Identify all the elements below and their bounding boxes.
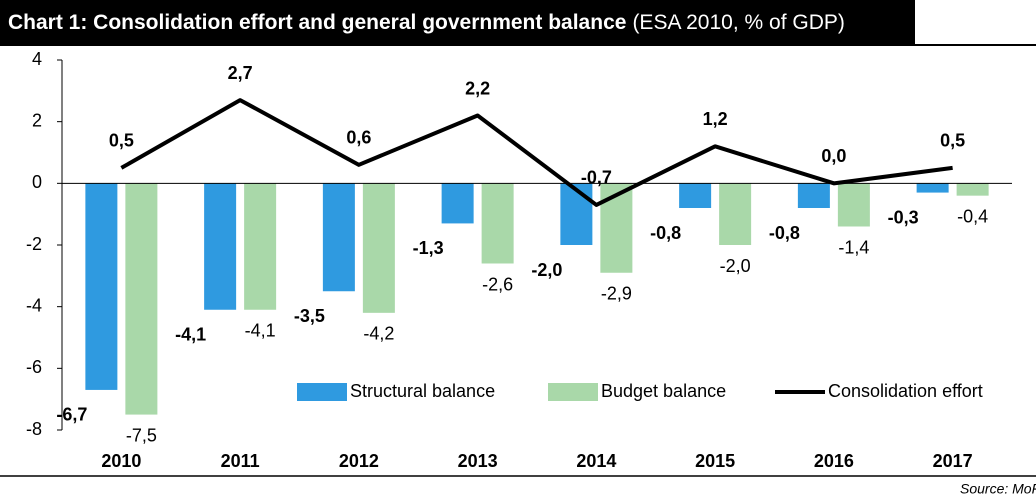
bar	[441, 183, 474, 224]
value-label: -0,8	[769, 223, 800, 243]
value-label: -3,5	[294, 306, 325, 326]
y-tick-label: -4	[26, 295, 42, 315]
value-label: -0,8	[650, 223, 681, 243]
x-tick-label: 2017	[933, 451, 973, 471]
bar	[204, 183, 237, 310]
x-tick-label: 2013	[458, 451, 498, 471]
value-label: -7,5	[126, 425, 157, 445]
legend-label: Budget balance	[601, 381, 726, 401]
value-label: 1,2	[703, 109, 728, 129]
line	[120, 98, 953, 207]
value-label: 2,7	[228, 63, 253, 83]
legend-label: Structural balance	[350, 381, 495, 401]
source: Source: MoF SR	[960, 481, 1036, 497]
value-label: -2,0	[531, 260, 562, 280]
bar	[837, 183, 870, 227]
value-label: -2,0	[720, 256, 751, 276]
bar	[916, 183, 949, 193]
y-tick-label: 4	[32, 49, 42, 69]
x-tick-label: 2014	[576, 451, 616, 471]
y-tick-label: 2	[32, 110, 42, 130]
bar	[85, 183, 118, 390]
value-label: 2,2	[465, 78, 490, 98]
bar	[719, 183, 752, 245]
chart-title: Chart 1: Consolidation effort and genera…	[8, 11, 626, 34]
title-bar	[0, 0, 915, 44]
y-tick-label: 0	[32, 172, 42, 192]
x-tick-label: 2016	[814, 451, 854, 471]
legend-label: Consolidation effort	[828, 381, 983, 401]
bar	[244, 183, 277, 310]
bar	[322, 183, 355, 292]
value-label: -4,1	[245, 321, 276, 341]
value-label: -1,3	[413, 238, 444, 258]
value-label: -0,3	[888, 207, 919, 227]
bar	[679, 183, 712, 208]
value-label: -0,4	[957, 206, 988, 226]
x-tick-label: 2012	[339, 451, 379, 471]
value-label: -6,7	[56, 405, 87, 425]
y-tick-label: -2	[26, 234, 42, 254]
value-label: -2,9	[601, 284, 632, 304]
value-label: 0,5	[940, 131, 965, 151]
value-label: -1,4	[838, 237, 869, 257]
chart-subtitle: (ESA 2010, % of GDP)	[632, 11, 844, 34]
x-tick-label: 2010	[101, 451, 141, 471]
bar	[956, 183, 989, 196]
value-label: -4,1	[175, 325, 206, 345]
x-tick-label: 2011	[221, 451, 260, 471]
bar	[797, 183, 830, 208]
y-tick-label: -6	[26, 357, 42, 377]
bar	[125, 183, 158, 415]
y-tick-label: -8	[26, 419, 42, 439]
value-label: 0,5	[109, 131, 134, 151]
bar	[362, 183, 395, 313]
chart-title-group: Chart 1: Consolidation effort and genera…	[8, 11, 845, 34]
bar	[560, 183, 593, 245]
value-label: -4,2	[363, 324, 394, 344]
bar	[481, 183, 514, 264]
value-label: -2,6	[482, 274, 513, 294]
x-tick-label: 2015	[695, 451, 735, 471]
value-label: 0,0	[821, 146, 846, 166]
value-label: 0,6	[346, 128, 371, 148]
legend-swatch	[297, 383, 347, 401]
value-label: -0,7	[581, 168, 612, 188]
legend-swatch	[548, 383, 598, 401]
